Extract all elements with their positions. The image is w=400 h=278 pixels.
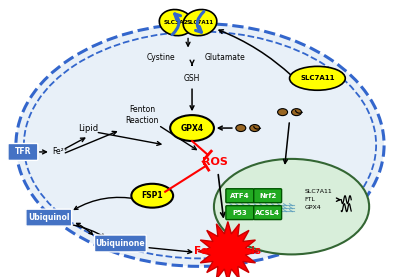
Text: Cystine: Cystine [146,53,175,62]
Text: Lipid: Lipid [78,123,99,133]
Text: Ubiquinol: Ubiquinol [28,213,70,222]
Text: GSH: GSH [184,74,200,83]
FancyBboxPatch shape [254,206,282,220]
FancyBboxPatch shape [226,206,254,220]
Polygon shape [198,222,258,278]
Text: ACSL4: ACSL4 [255,210,280,216]
Text: Fe²⁺: Fe²⁺ [53,147,69,157]
Text: ATF4: ATF4 [230,193,250,199]
Text: Ferroptosis: Ferroptosis [194,246,261,256]
FancyBboxPatch shape [94,235,146,252]
Text: SLC7A11: SLC7A11 [304,189,332,194]
Ellipse shape [214,159,369,254]
Text: FTL: FTL [304,197,315,202]
Text: SLC3A2: SLC3A2 [164,20,188,25]
Ellipse shape [250,125,260,131]
FancyBboxPatch shape [226,189,254,203]
Text: TFR: TFR [15,147,31,157]
FancyBboxPatch shape [254,189,282,203]
Ellipse shape [278,109,288,116]
Ellipse shape [170,115,214,141]
Text: Nrf2: Nrf2 [259,193,276,199]
Text: Glutamate: Glutamate [205,53,246,62]
Text: Ubiquinone: Ubiquinone [96,239,145,248]
Ellipse shape [292,109,302,116]
Ellipse shape [183,9,217,36]
FancyBboxPatch shape [8,143,38,160]
Text: SLC7A11: SLC7A11 [186,20,214,25]
Text: GPX4: GPX4 [180,123,204,133]
FancyBboxPatch shape [26,209,72,226]
Text: ROS: ROS [202,157,228,167]
Text: FSP1: FSP1 [142,191,163,200]
Ellipse shape [16,24,384,266]
Ellipse shape [236,125,246,131]
Text: SLC7A11: SLC7A11 [300,75,335,81]
Text: GPX4: GPX4 [304,205,321,210]
Ellipse shape [131,184,173,208]
Ellipse shape [290,66,345,90]
Text: P53: P53 [232,210,247,216]
Ellipse shape [159,9,193,36]
Text: Fenton
Reaction: Fenton Reaction [126,105,159,125]
